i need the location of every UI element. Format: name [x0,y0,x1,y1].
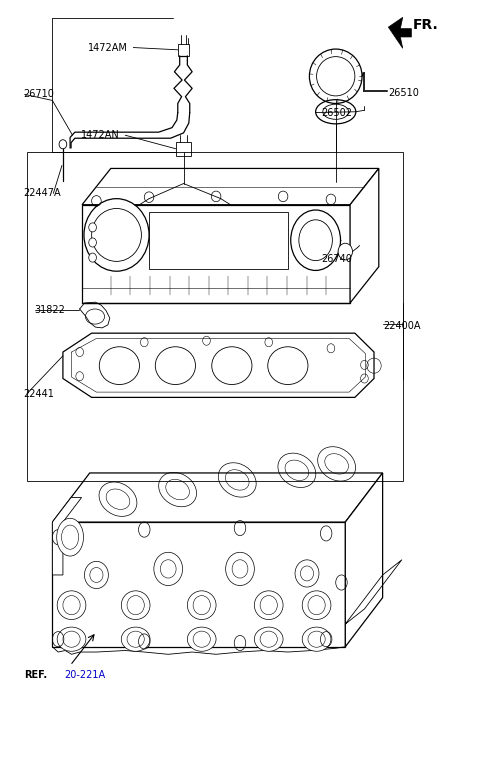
Text: 26510: 26510 [388,88,419,98]
Ellipse shape [89,238,96,247]
Ellipse shape [57,627,86,651]
Polygon shape [388,17,411,48]
Text: 26710: 26710 [24,89,55,99]
Text: 31822: 31822 [34,306,65,316]
Bar [176,142,191,156]
Polygon shape [350,169,379,303]
Ellipse shape [302,627,331,651]
Polygon shape [52,522,345,646]
Ellipse shape [187,627,216,651]
Bar [149,212,288,269]
Ellipse shape [84,562,108,588]
Ellipse shape [89,223,96,232]
Ellipse shape [226,553,254,585]
Bar [178,44,189,56]
Ellipse shape [89,253,96,262]
Ellipse shape [84,198,149,271]
Text: 1472AM: 1472AM [88,42,128,52]
Polygon shape [82,169,379,204]
Ellipse shape [57,590,86,619]
Polygon shape [52,473,383,522]
Text: REF.: REF. [24,670,47,680]
Ellipse shape [121,627,150,651]
Ellipse shape [154,553,182,585]
Text: 22400A: 22400A [384,321,421,331]
Ellipse shape [57,519,84,556]
Ellipse shape [121,590,150,619]
Text: 22447A: 22447A [24,188,61,198]
Polygon shape [63,333,374,397]
Polygon shape [52,497,82,575]
Text: 26740: 26740 [322,254,352,264]
Text: 26502: 26502 [322,107,352,117]
Bar [27,152,403,481]
Text: 22441: 22441 [24,388,55,399]
Ellipse shape [302,590,331,619]
Text: FR.: FR. [412,18,438,32]
Polygon shape [345,473,383,646]
Ellipse shape [254,627,283,651]
Polygon shape [82,204,350,303]
Ellipse shape [59,140,67,149]
Ellipse shape [338,243,352,260]
Ellipse shape [295,560,319,587]
Ellipse shape [291,210,340,270]
Ellipse shape [254,590,283,619]
Text: 20-221A: 20-221A [64,670,105,680]
Ellipse shape [187,590,216,619]
Text: 1472AN: 1472AN [81,130,120,140]
